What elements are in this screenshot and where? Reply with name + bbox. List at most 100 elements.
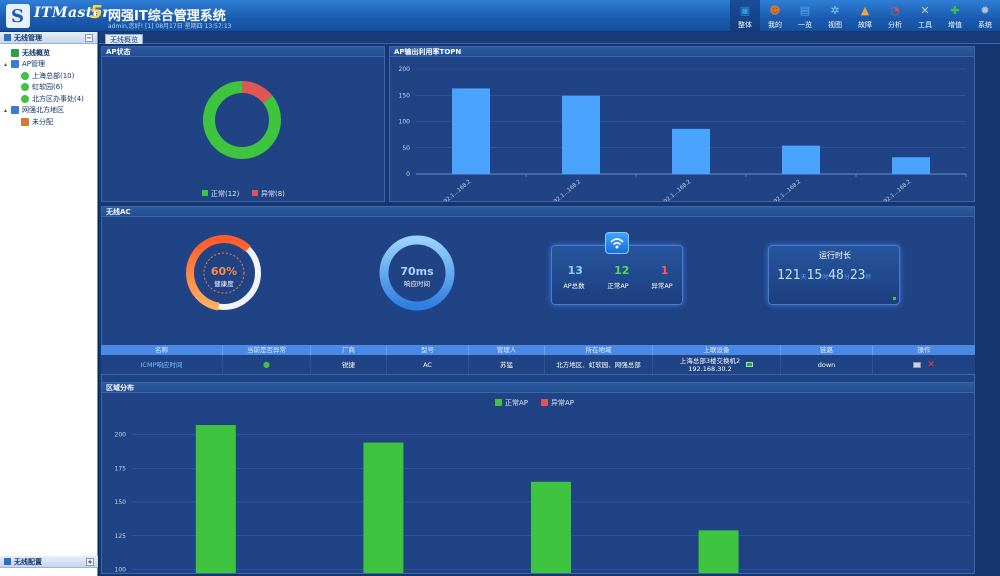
- wireless-ac-panel: 无线AC 60% 健康度: [101, 206, 975, 411]
- column-header[interactable]: 当前是否异常: [223, 345, 311, 355]
- bar[interactable]: [782, 145, 820, 174]
- toolbar-label: 我的: [768, 21, 782, 29]
- health-inner-ring: [203, 252, 245, 294]
- legend-abnormal-swatch: [541, 399, 548, 406]
- bar[interactable]: [452, 88, 490, 174]
- column-header[interactable]: 型号: [387, 345, 469, 355]
- green-dot-icon: [21, 71, 29, 80]
- tree-item[interactable]: ▴ AP管理: [4, 59, 97, 71]
- bar[interactable]: [892, 157, 930, 174]
- toolbar-pie-button[interactable]: ◔ 分析: [880, 0, 910, 32]
- toolbar-label: 故障: [858, 21, 872, 29]
- ap-count-labels: AP总数 正常AP 异常AP: [552, 280, 684, 290]
- tab-wireless-overview[interactable]: 无线概览: [105, 34, 143, 44]
- logo-icon: S: [6, 4, 30, 28]
- runtime-hours-unit: 时: [822, 274, 829, 281]
- column-header[interactable]: 管理人: [469, 345, 545, 355]
- tree-toggle[interactable]: ▴: [4, 106, 8, 114]
- ap-normal-label: 正常AP: [607, 282, 629, 290]
- column-header[interactable]: 操作: [917, 346, 931, 354]
- tree-item[interactable]: 上海总部(10): [4, 70, 97, 82]
- column-header[interactable]: 上联设备: [653, 345, 781, 355]
- ap-status-panel: AP状态 正常(12) 异常(8): [101, 46, 385, 202]
- pie-slice: [203, 81, 281, 159]
- plus-icon: ✚: [950, 3, 960, 17]
- column-header[interactable]: 厂商: [311, 345, 387, 355]
- cell-name[interactable]: ICMP响应时间: [101, 355, 223, 374]
- green-dot-icon: [21, 94, 29, 103]
- main-toolbar: ▣ 整体 ☻ 我的 ▤ 一览 ✲ 视图 ▲ 故障 ◔ 分析 ✕ 工具 ✚ 增值 ✹ 系统: [730, 0, 1000, 32]
- toolbar-tools-button[interactable]: ✕ 工具: [910, 0, 940, 32]
- tree-item-label: 上海总部(10): [32, 71, 75, 80]
- panel-icon: [4, 34, 11, 41]
- ap-count-card: 13 12 1 AP总数 正常AP 异常AP: [551, 232, 684, 305]
- pie-slice: [241, 81, 273, 104]
- wireless-config-header[interactable]: 无线配置 +: [0, 556, 98, 568]
- toolbar-plus-button[interactable]: ✚ 增值: [940, 0, 970, 32]
- tree-item-label: 未分配: [32, 117, 53, 126]
- legend-normal-swatch: [495, 399, 502, 406]
- tree-item[interactable]: ▴ 网强北方地区: [4, 105, 97, 117]
- table-row[interactable]: ICMP响应时间 ● 锐捷 AC 苏猛 北方地区、虹软园、网强总部 上海总部3楼…: [101, 355, 975, 375]
- bar[interactable]: [195, 425, 236, 573]
- tree-toggle[interactable]: ▴: [4, 60, 8, 68]
- monitor-icon: ▣: [739, 3, 751, 17]
- ap-abnormal-value: 1: [660, 264, 669, 277]
- tree-item-label: 无线概览: [22, 48, 50, 57]
- toolbar-monitor-button[interactable]: ▣ 整体: [730, 0, 760, 32]
- edit-icon[interactable]: [913, 361, 922, 368]
- toolbar-user-button[interactable]: ☻ 我的: [760, 0, 790, 32]
- warning-icon: ▲: [860, 3, 870, 17]
- legend-abnormal-label: 异常AP: [551, 398, 574, 407]
- screen-icon: ▤: [799, 3, 811, 17]
- user-info: admin,您好! [1] 08月17日 星期四 13:57:13: [108, 23, 232, 30]
- uplink-text: 上海总部3楼交换机2 192.168.30.2: [680, 357, 740, 373]
- y-tick-label: 0: [406, 171, 410, 178]
- cell-region: 北方地区、虹软园、网强总部: [545, 355, 653, 374]
- ac-table: 名称 当前是否异常 厂商 型号 管理人 所在地域 上联设备 链路 操作 ICMP响应时间 ● 锐…: [101, 345, 975, 375]
- pie-icon: ◔: [890, 3, 900, 17]
- y-tick-label: 175: [115, 465, 127, 472]
- bar[interactable]: [531, 481, 571, 573]
- y-tick-label: 200: [399, 66, 411, 73]
- response-value: 70ms: [400, 265, 434, 278]
- legend-normal-label: 正常AP: [505, 398, 528, 407]
- expand-button[interactable]: +: [86, 558, 94, 566]
- bar[interactable]: [363, 442, 404, 573]
- legend-normal-swatch: [202, 190, 208, 196]
- column-header[interactable]: 名称: [101, 345, 223, 355]
- bar[interactable]: [672, 128, 710, 174]
- tree-item[interactable]: 无线概览: [4, 47, 97, 59]
- health-value: 60%: [211, 265, 237, 278]
- ap-abnormal-label: 异常AP: [651, 282, 673, 290]
- panel-title: 区域分布: [102, 383, 974, 393]
- wireless-config-title: 无线配置: [14, 557, 42, 566]
- runtime-secs-unit: 秒: [865, 274, 872, 281]
- panel-title: 无线AC: [102, 207, 974, 217]
- region-icon: [11, 106, 19, 115]
- tree-item[interactable]: 虹软园(6): [4, 82, 97, 94]
- collapse-button[interactable]: −: [85, 34, 93, 42]
- ap-total-label: AP总数: [563, 282, 585, 290]
- toolbar-network-button[interactable]: ✲ 视图: [820, 0, 850, 32]
- bar[interactable]: [698, 530, 739, 573]
- cell-link: down: [781, 355, 873, 374]
- delete-icon[interactable]: ✕: [927, 359, 935, 370]
- ap-total-value: 13: [567, 264, 583, 277]
- tools-icon: ✕: [920, 3, 930, 17]
- toolbar-warning-button[interactable]: ▲ 故障: [850, 0, 880, 32]
- main-content: 无线概览 AP状态 正常(12) 异常(8) AP输出利用率TOPN 0 50 10…: [99, 32, 1000, 576]
- bar[interactable]: [562, 95, 600, 174]
- cell-abnormal: ●: [223, 355, 311, 374]
- toolbar-screen-button[interactable]: ▤ 一览: [790, 0, 820, 32]
- runtime-card: 运行时长 121天15时48分23秒: [768, 245, 900, 305]
- response-label: 响应时间: [404, 279, 430, 288]
- column-header[interactable]: 所在地域: [545, 345, 653, 355]
- tree-item[interactable]: 未分配: [4, 116, 97, 128]
- toolbar-gear-button[interactable]: ✹ 系统: [970, 0, 1000, 32]
- tree-item[interactable]: 北方区办事处(4): [4, 93, 97, 105]
- legend-abnormal-label: 异常(8): [261, 189, 285, 198]
- switch-icon[interactable]: [746, 362, 754, 367]
- column-header[interactable]: 链路: [781, 345, 873, 355]
- toolbar-label: 增值: [948, 21, 962, 29]
